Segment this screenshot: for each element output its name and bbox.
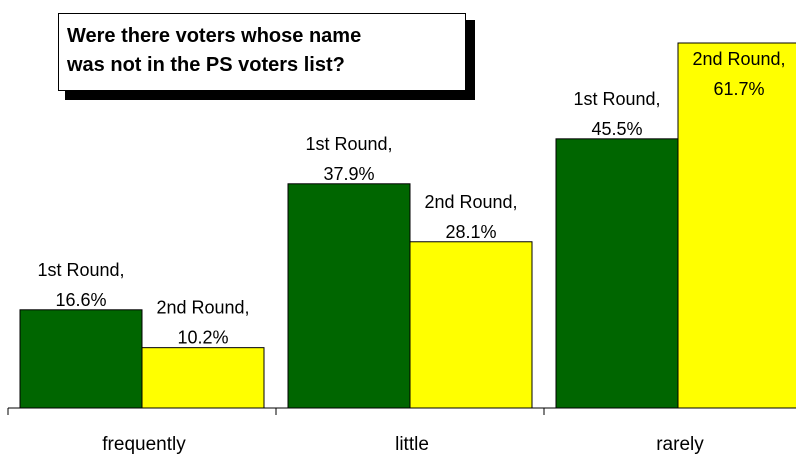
data-label-2nd-round-little-series: 2nd Round, [424, 192, 517, 212]
bar-2nd-round-frequently [141, 347, 265, 409]
data-label-1st-round-little-series: 1st Round, [305, 134, 392, 154]
data-labels-layer: 1st Round, 16.6% 2nd Round, 10.2% 1st Round,… [37, 49, 785, 348]
data-label-2nd-round-rarely-series: 2nd Round, [692, 49, 785, 69]
data-label-1st-round-little-value: 37.9% [323, 164, 374, 184]
data-label-2nd-round-frequently-series: 2nd Round, [156, 298, 249, 318]
bar-1st-round-little [287, 183, 411, 409]
bar-1st-round-rarely [555, 138, 679, 409]
bar-2nd-round-rarely [677, 42, 796, 409]
x-tick-label-little: little [395, 434, 429, 455]
data-label-2nd-round-rarely-value: 61.7% [713, 79, 764, 99]
x-tick-label-frequently: frequently [102, 434, 186, 455]
x-tick-label-rarely: rarely [656, 434, 704, 455]
bar-2nd-round-little [409, 241, 533, 409]
data-label-1st-round-rarely-series: 1st Round, [573, 89, 660, 109]
data-label-2nd-round-frequently-value: 10.2% [177, 328, 228, 348]
chart-title-line-1: Were there voters whose name [67, 25, 362, 47]
chart-title-box: Were there voters whose name was not in … [58, 13, 466, 91]
data-label-1st-round-rarely-value: 45.5% [591, 119, 642, 139]
bars-layer [19, 42, 796, 409]
data-label-1st-round-frequently-series: 1st Round, [37, 260, 124, 280]
data-label-1st-round-frequently-value: 16.6% [55, 290, 106, 310]
data-label-2nd-round-little-value: 28.1% [445, 222, 496, 242]
chart-title-line-2: was not in the PS voters list? [67, 54, 345, 76]
bar-1st-round-frequently [19, 309, 143, 409]
x-axis: frequently little rarely [7, 407, 796, 455]
